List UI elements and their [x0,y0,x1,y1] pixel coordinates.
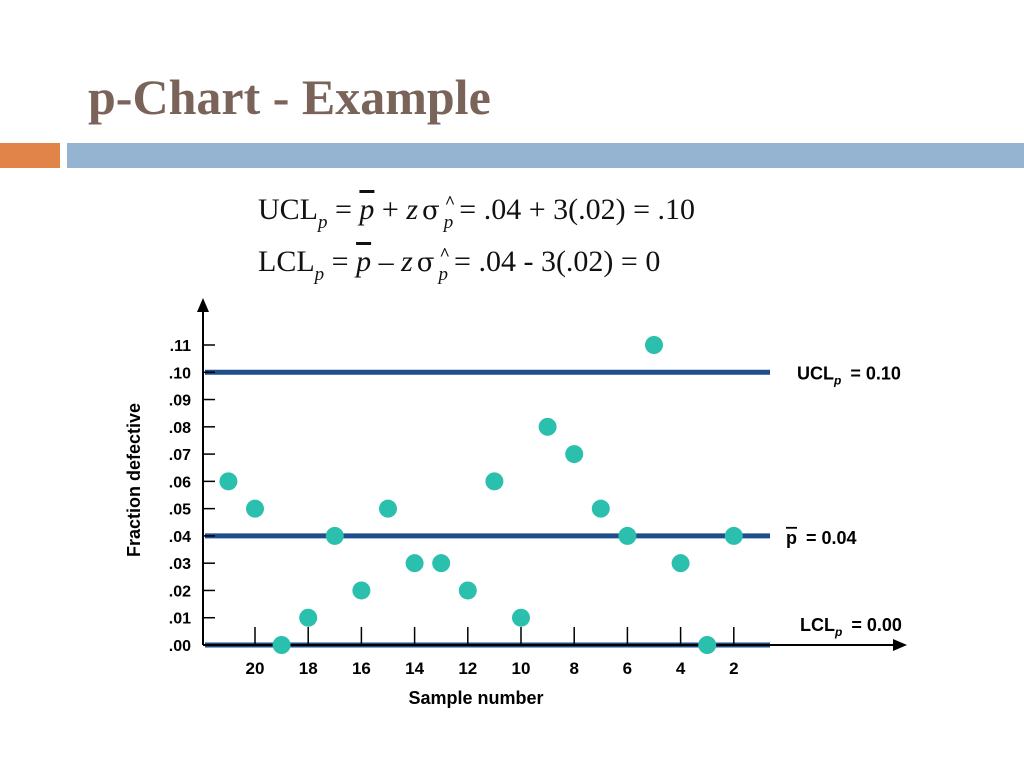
x-tick-label: 12 [458,659,477,678]
x-tick-label: 14 [405,659,424,678]
x-tick-label: 2 [729,659,738,678]
y-tick-label: .09 [169,393,191,410]
title-underline-bar [67,143,1024,168]
y-tick-label: .04 [169,529,191,546]
data-point [272,636,291,654]
ucl-formula-phat-letter: p [443,212,454,233]
accent-bar [0,143,60,168]
ucl-formula-phat: ^ p [443,192,455,234]
data-point [379,499,397,518]
y-tick-label: .02 [169,583,191,600]
ucl-formula-lhs: UCL [258,193,318,226]
data-point [698,636,717,654]
data-point [299,608,318,627]
ucl-formula-subscript: p [318,212,328,233]
data-point [325,526,344,545]
lcl-label: LCLp = 0.00 [800,615,902,639]
lcl-formula-phat-letter: p [438,264,449,285]
data-point [458,581,477,600]
data-point [432,554,451,573]
data-point [618,526,637,545]
ucl-formula: UCLp = p + z σ ^ p = .04 + 3(.02) = .10 [258,192,696,233]
x-tick-label: 10 [512,659,531,678]
ucl-label-value: = 0.10 [845,363,901,383]
y-tick-label: .11 [170,338,191,355]
x-tick-label: 4 [676,659,686,678]
data-point [538,417,557,436]
y-tick-label: .01 [169,611,191,628]
data-point [405,554,424,573]
data-point [671,554,690,573]
lcl-formula-operator: – [378,245,394,278]
lcl-formula-pbar: p [356,245,372,278]
x-tick-label: 6 [623,659,632,678]
y-axis-label: Fraction defective [124,403,144,557]
lcl-formula-lhs: LCL [258,245,315,278]
ucl-label-main: UCL [797,363,834,383]
y-tick-label: .03 [169,556,191,573]
center-label-value: = 0.04 [801,528,857,548]
x-axis-label: Sample number [408,688,543,708]
y-axis-arrow [197,298,209,312]
center-label: p = 0.04 [786,528,857,548]
y-tick-label: .05 [169,502,191,519]
x-tick-label: 8 [569,659,578,678]
x-tick-label: 16 [352,659,371,678]
ucl-formula-z: z [406,193,419,226]
y-tick-label: .10 [169,365,191,382]
x-tick-label: 20 [246,659,265,678]
lcl-formula-z: z [401,245,413,278]
slide-title: p-Chart - Example [88,69,491,125]
ucl-formula-sigma: σ [422,196,440,226]
lcl-label-subscript: p [834,625,842,639]
data-point [512,608,530,627]
lcl-formula-sigma: σ [416,248,435,278]
data-point [352,581,371,600]
lcl-formula-subscript: p [314,264,325,285]
data-point [724,526,743,545]
center-label-main: p [786,528,797,548]
y-tick-label: .06 [169,474,191,491]
lcl-label-value: = 0.00 [846,615,902,635]
ucl-label: UCLp = 0.10 [797,363,901,387]
lcl-formula-phat: ^ p [438,244,450,286]
ucl-formula-hat: ^ [444,192,456,212]
ucl-label-subscript: p [833,373,841,387]
y-tick-label: .00 [169,638,191,655]
x-axis-arrow [893,639,907,651]
y-tick-label: .07 [169,447,191,464]
data-point [591,499,610,518]
data-point [219,472,238,491]
data-point [485,472,504,491]
data-point [565,445,584,464]
x-tick-label: 18 [299,659,318,678]
y-tick-label: .08 [169,420,191,437]
lcl-formula-hat: ^ [439,244,450,264]
data-point [645,336,663,354]
ucl-formula-operator: + [381,193,399,226]
lcl-formula: LCLp = p – z σ ^ p = .04 - 3(.02) = 0 [258,244,661,285]
lcl-formula-rhs: = .04 - 3(.02) = 0 [454,245,661,278]
lcl-label-main: LCL [800,615,835,635]
data-point [246,499,264,518]
ucl-formula-pbar: p [359,193,375,226]
ucl-formula-rhs: = .04 + 3(.02) = .10 [459,193,696,226]
